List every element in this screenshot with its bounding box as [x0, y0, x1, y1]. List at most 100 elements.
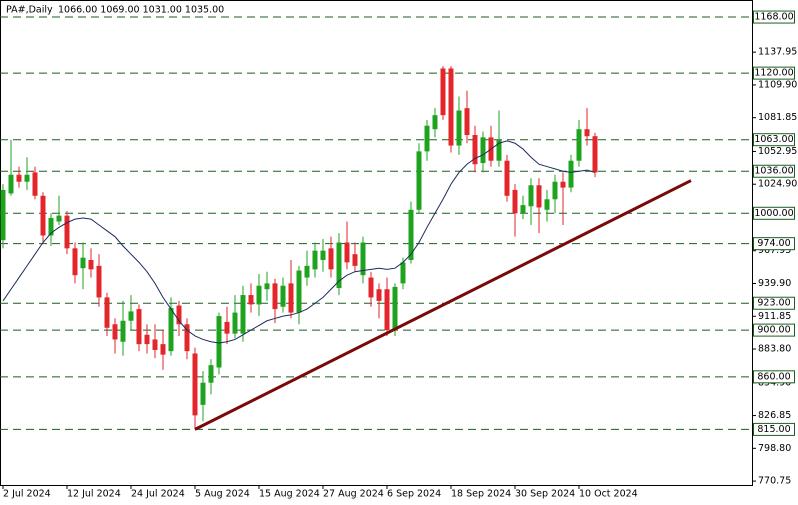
candle-body	[504, 160, 510, 196]
candle-body	[496, 139, 502, 161]
level-box-inner	[754, 423, 794, 435]
candle-body	[448, 68, 454, 146]
candle-body	[144, 334, 150, 345]
candle-body	[352, 254, 358, 266]
candle-body	[32, 172, 38, 196]
candle-body	[592, 136, 598, 173]
candle-body	[264, 283, 270, 290]
candle-body	[472, 135, 478, 165]
y-tick-label: 911.85	[758, 311, 791, 322]
candle-body	[272, 283, 278, 310]
candle-body	[360, 242, 366, 276]
candle-body	[168, 307, 174, 352]
candle-body	[216, 316, 222, 368]
candle-body	[384, 289, 390, 331]
candle-body	[8, 174, 14, 194]
y-tick-label: 883.80	[758, 344, 791, 355]
candle-body	[368, 277, 374, 298]
candle-body	[312, 250, 318, 270]
level-box-inner	[754, 207, 794, 219]
candle-body	[328, 248, 334, 270]
candle-body	[112, 324, 118, 340]
candle-body	[320, 250, 326, 261]
candle-body	[24, 174, 30, 182]
candle-body	[560, 181, 566, 188]
level-box-inner	[754, 238, 794, 250]
y-tick-label: 939.90	[758, 278, 791, 289]
candle-body	[40, 195, 46, 236]
x-tick-label: 24 Jul 2024	[131, 489, 185, 500]
candle-body	[544, 199, 550, 210]
level-label: 1063.00	[754, 134, 793, 145]
x-tick-label: 6 Sep 2024	[387, 489, 441, 500]
candle-body	[464, 108, 470, 136]
candle-body	[408, 209, 414, 261]
y-tick-label: 1052.95	[758, 146, 797, 157]
candle-body	[96, 265, 102, 298]
symbol: PA#,Daily	[6, 5, 53, 16]
level-box-inner	[754, 67, 794, 79]
candle-body	[424, 125, 430, 152]
trend-line	[194, 179, 692, 431]
candle-body	[16, 174, 22, 182]
candle-body	[208, 365, 214, 383]
level-label: 815.00	[757, 424, 790, 435]
candle-body	[400, 262, 406, 284]
candle-body	[480, 137, 486, 164]
candle-body	[528, 185, 534, 207]
candle-body	[336, 242, 342, 289]
candle-body	[576, 129, 582, 161]
y-tick-label: 1109.90	[758, 79, 797, 90]
x-tick-label: 30 Sep 2024	[515, 489, 575, 500]
candle-body	[256, 285, 262, 305]
candle-body	[184, 324, 190, 352]
x-tick-label: 5 Aug 2024	[195, 489, 250, 500]
y-tick-label: 1024.90	[758, 179, 797, 190]
candle-body	[584, 129, 590, 137]
candle-body	[192, 353, 198, 416]
candle-body	[520, 205, 526, 214]
candle-body	[48, 217, 54, 236]
candle-body	[232, 312, 238, 334]
candle-body	[72, 248, 78, 276]
level-box-inner	[754, 297, 794, 309]
candle-body	[280, 285, 286, 307]
level-label: 1120.00	[754, 68, 793, 79]
candle-body	[200, 382, 206, 405]
level-label: 1036.00	[754, 166, 793, 177]
level-label: 1000.00	[754, 208, 793, 219]
ohlc-text: 1066.00 1069.00 1031.00 1035.00	[58, 5, 224, 16]
candle-body	[0, 189, 6, 241]
level-box-inner	[754, 134, 794, 146]
level-box-inner	[754, 165, 794, 177]
candle-body	[80, 257, 86, 269]
candle-body	[296, 270, 302, 313]
candle-body	[512, 189, 518, 214]
candle-body	[456, 110, 462, 146]
candle-body	[248, 295, 254, 305]
y-tick-label: 1137.95	[758, 47, 797, 58]
candle-body	[392, 286, 398, 331]
candle-body	[64, 215, 70, 249]
level-box-inner	[754, 324, 794, 336]
candle-body	[176, 305, 182, 325]
candle-body	[160, 344, 166, 355]
level-label: 923.00	[757, 298, 790, 309]
candle-body	[416, 151, 422, 210]
y-tick-label: 1081.85	[758, 112, 797, 123]
level-box-inner	[754, 11, 794, 23]
x-tick-label: 10 Oct 2024	[579, 489, 638, 500]
level-label: 900.00	[757, 325, 790, 336]
candle-body	[440, 68, 446, 116]
level-box-inner	[754, 371, 794, 383]
y-tick-label: 826.85	[758, 410, 791, 421]
x-tick-label: 27 Aug 2024	[323, 489, 384, 500]
y-tick-label: 770.75	[758, 476, 791, 487]
candle-body	[120, 320, 126, 342]
candle-body	[128, 311, 134, 321]
x-tick-label: 18 Sep 2024	[451, 489, 511, 500]
level-label: 1168.00	[754, 12, 793, 23]
level-label: 860.00	[757, 371, 790, 382]
candle-body	[288, 283, 294, 313]
